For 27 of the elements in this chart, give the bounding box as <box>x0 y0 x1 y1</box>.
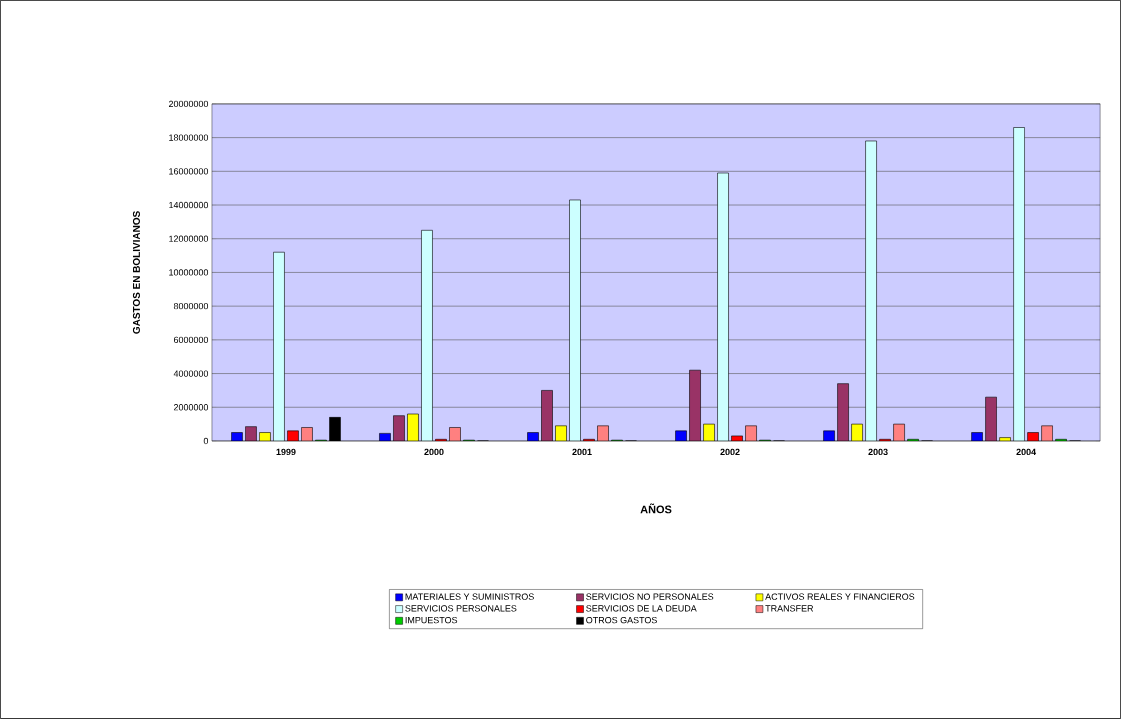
legend-label: OTROS GASTOS <box>586 616 657 624</box>
y-tick-label: 10000000 <box>169 269 209 276</box>
y-tick-label: 6000000 <box>173 336 209 344</box>
y-tick-label: 20000000 <box>168 100 209 108</box>
legend-label: TRANSFER <box>765 605 814 612</box>
legend-label: IMPUESTOS <box>405 616 458 624</box>
legend-label: SERVICIOS DE LA DEUDA <box>586 605 697 612</box>
legend-label: SERVICIOS PERSONALES <box>405 605 517 612</box>
x-tick-label: 2004 <box>1016 448 1037 456</box>
y-tick-label: 14000000 <box>169 201 209 209</box>
legend-label: ACTIVOS REALES Y FINANCIEROS <box>765 593 915 600</box>
legend-label: SERVICIOS NO PERSONALES <box>586 593 714 600</box>
x-tick-label: 2002 <box>720 448 740 456</box>
x-axis-title: AÑOS <box>640 503 672 514</box>
x-tick-label: 1999 <box>276 448 296 456</box>
x-tick-label: 2001 <box>572 448 592 456</box>
y-tick-label: 16000000 <box>169 168 209 175</box>
y-tick-label: 8000000 <box>173 302 209 310</box>
x-tick-label: 2003 <box>868 448 888 456</box>
y-tick-label: 0 <box>203 437 209 445</box>
legend-label: MATERIALES Y SUMINISTROS <box>405 593 534 600</box>
y-axis-title: GASTOS EN BOLIVIANOS <box>132 211 140 334</box>
y-tick-label: 2000000 <box>173 404 209 411</box>
y-tick-label: 18000000 <box>169 134 209 141</box>
y-tick-label: 12000000 <box>169 235 209 242</box>
y-tick-label: 4000000 <box>173 370 209 377</box>
x-tick-label: 2000 <box>424 448 444 456</box>
